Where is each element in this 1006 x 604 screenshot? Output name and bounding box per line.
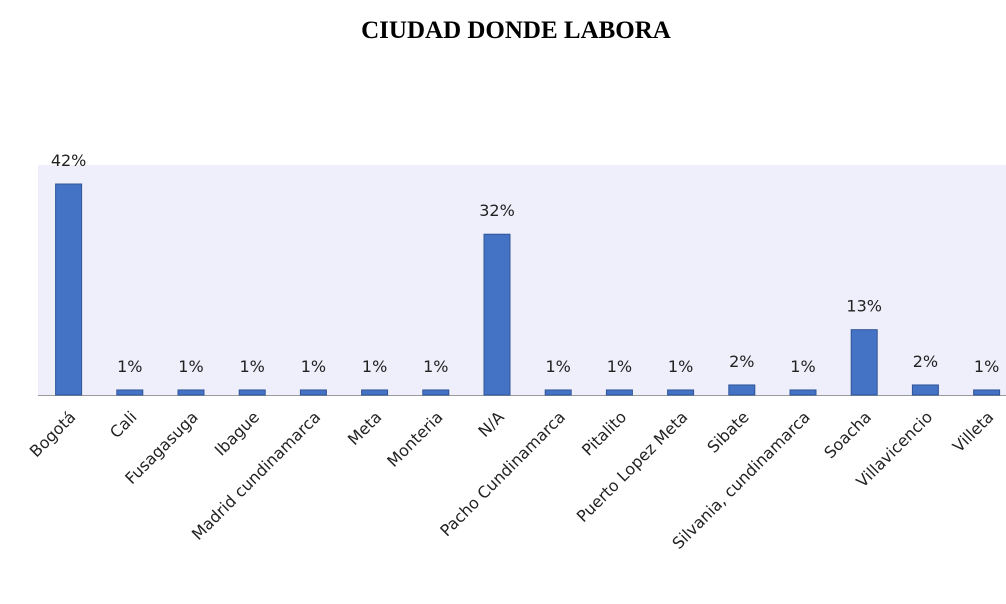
bar [116, 389, 144, 396]
data-label: 1% [362, 357, 387, 376]
data-label: 13% [846, 297, 882, 316]
plot-area [38, 165, 1006, 396]
x-tick-label: Bogotá [26, 407, 80, 461]
chart-title: CIUDAD DONDE LABORA [361, 17, 671, 44]
bar [544, 389, 572, 396]
bar [55, 183, 83, 396]
data-label: 1% [240, 357, 265, 376]
bar [177, 389, 205, 396]
data-label: 1% [178, 357, 203, 376]
x-tick-label: Soacha [820, 407, 875, 462]
bar [238, 389, 266, 396]
bar [483, 233, 511, 396]
data-label: 1% [790, 357, 815, 376]
data-label: 1% [668, 357, 693, 376]
bar [789, 389, 817, 396]
x-tick-label: Ibague [211, 407, 263, 459]
data-label: 1% [301, 357, 326, 376]
bar [728, 384, 756, 396]
data-label: 1% [423, 357, 448, 376]
data-label: 32% [479, 201, 515, 220]
bar [850, 329, 878, 396]
bar [667, 389, 695, 396]
bar [605, 389, 633, 396]
data-label: 2% [913, 352, 938, 371]
data-label: 1% [117, 357, 142, 376]
data-label: 1% [974, 357, 999, 376]
x-tick-label: Madrid cundinamarca [188, 407, 324, 543]
x-tick-label: N/A [474, 407, 507, 440]
bar [299, 389, 327, 396]
x-tick-label: Pitalito [578, 407, 630, 459]
bar [361, 389, 389, 396]
x-tick-label: Pacho Cundinamarca [436, 407, 569, 540]
x-tick-label: Cali [106, 407, 141, 442]
x-tick-label: Puerto Lopez Meta [573, 407, 692, 526]
x-tick-label: Meta [344, 407, 386, 449]
data-label: 1% [546, 357, 571, 376]
data-label: 42% [51, 151, 87, 170]
data-label: 2% [729, 352, 754, 371]
data-label: 1% [607, 357, 632, 376]
x-tick-label: Villeta [949, 407, 998, 456]
bar [911, 384, 939, 396]
x-tick-label: Sibate [703, 407, 752, 456]
x-tick-label: Monteria [383, 407, 446, 470]
bar [973, 389, 1001, 396]
bar [422, 389, 450, 396]
